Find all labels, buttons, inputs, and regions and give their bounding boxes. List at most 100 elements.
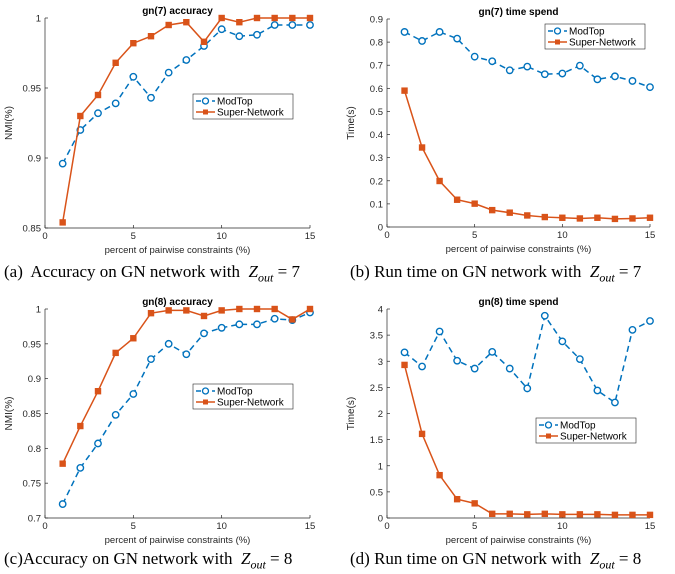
data-point-super-network — [611, 511, 619, 519]
caption-text: (b) Run time on GN network with — [350, 262, 590, 281]
x-tick-label: 0 — [42, 231, 47, 242]
data-point-super-network — [594, 511, 601, 518]
legend-label: Super-Network — [569, 38, 637, 49]
data-point-super-network — [130, 40, 137, 47]
data-point-super-network — [629, 511, 636, 519]
data-point-super-network — [401, 361, 408, 369]
data-point-super-network — [436, 177, 443, 185]
data-point-super-network — [629, 215, 636, 222]
data-point-modtop — [540, 311, 549, 320]
data-point-super-network — [218, 14, 225, 22]
data-point-modtop — [470, 52, 479, 61]
caption-var: Z — [240, 549, 251, 568]
data-point-super-network — [130, 335, 137, 342]
y-tick-label: 0 — [378, 223, 383, 234]
y-tick-label: 0.5 — [370, 487, 383, 498]
y-tick-label: 1 — [36, 14, 41, 25]
data-point-super-network — [646, 214, 654, 221]
legend-marker-modtop — [544, 421, 553, 429]
data-point-modtop — [306, 21, 314, 29]
data-point-super-network — [94, 388, 102, 395]
data-point-super-network — [165, 307, 172, 314]
data-point-super-network — [576, 511, 584, 518]
data-point-super-network — [253, 14, 261, 22]
caption-suffix: = 7 — [614, 262, 642, 281]
data-point-super-network — [289, 316, 296, 323]
data-point-super-network — [559, 214, 566, 221]
y-tick-label: 0.95 — [23, 84, 42, 95]
data-point-modtop — [253, 320, 261, 329]
data-point-modtop — [129, 390, 138, 398]
data-point-super-network — [453, 495, 461, 503]
data-point-modtop — [270, 21, 279, 29]
legend-label: ModTop — [569, 27, 605, 38]
y-tick-label: 0 — [378, 514, 383, 525]
data-point-super-network — [183, 307, 190, 314]
data-point-super-network — [576, 215, 584, 222]
chart-title: gn(7) accuracy — [142, 6, 213, 17]
data-point-super-network — [112, 59, 119, 66]
data-point-modtop — [164, 68, 173, 77]
data-point-modtop — [182, 350, 191, 359]
caption-text: (d) Run time on GN network with — [350, 549, 590, 568]
x-tick-label: 5 — [472, 521, 477, 532]
data-point-modtop — [76, 463, 85, 472]
y-tick-label: 1.5 — [370, 435, 383, 446]
chart-2: 0 5 10 15 0.7 0.75 0.8 0.85 0.9 0.95 1 gn(8) accura… — [4, 297, 315, 546]
data-point-modtop — [540, 70, 549, 79]
x-axis-label: percent of pairwise constraints (%) — [105, 245, 251, 256]
legend-marker-modtop — [201, 387, 210, 395]
data-point-modtop — [558, 69, 567, 78]
data-point-modtop — [611, 72, 619, 81]
data-point-super-network — [611, 215, 619, 223]
data-point-modtop — [488, 57, 497, 66]
y-tick-label: 0.8 — [370, 38, 383, 49]
caption-var: Z — [589, 262, 600, 281]
x-tick-label: 0 — [384, 521, 389, 532]
y-tick-label: 0.2 — [370, 176, 383, 187]
caption-text: (c)Accuracy on GN network with — [4, 549, 241, 568]
y-tick-label: 4 — [378, 305, 383, 316]
data-point-super-network — [200, 312, 208, 320]
caption-suffix: = 8 — [614, 549, 642, 568]
y-tick-label: 0.85 — [23, 224, 42, 235]
data-point-modtop — [523, 384, 532, 393]
caption-sub: out — [258, 270, 274, 285]
data-point-super-network — [271, 14, 278, 22]
data-point-modtop — [418, 37, 426, 45]
data-point-modtop — [435, 28, 444, 36]
y-tick-label: 0.6 — [370, 84, 383, 95]
data-point-modtop — [505, 364, 514, 373]
series-line-super-network — [403, 90, 651, 220]
caption-a: (a) Accuracy on GN network with Zout = 7 — [4, 262, 300, 285]
y-axis-label: Time(s) — [346, 397, 357, 431]
data-point-modtop — [58, 159, 67, 168]
x-tick-label: 5 — [131, 231, 136, 242]
data-point-super-network — [165, 21, 172, 29]
x-tick-label: 5 — [131, 521, 136, 532]
data-point-super-network — [306, 305, 314, 313]
data-point-modtop — [646, 83, 654, 92]
chart-title: gn(8) time spend — [478, 297, 558, 308]
data-point-super-network — [506, 510, 513, 518]
data-point-modtop — [505, 66, 514, 75]
data-point-modtop — [575, 61, 584, 70]
legend-marker-super-network — [546, 433, 551, 439]
y-tick-label: 0.4 — [370, 130, 383, 141]
y-axis-label: Time(s) — [346, 106, 357, 140]
data-point-modtop — [593, 386, 602, 395]
x-tick-label: 10 — [216, 521, 227, 532]
y-tick-label: 0.95 — [23, 339, 42, 350]
y-tick-label: 0.5 — [370, 107, 383, 118]
legend-box — [535, 417, 637, 444]
x-axis-label: percent of pairwise constraints (%) — [105, 535, 251, 546]
y-tick-label: 1 — [36, 305, 41, 316]
legend-marker-super-network — [555, 39, 560, 45]
data-point-modtop — [111, 99, 120, 108]
data-point-super-network — [506, 209, 513, 216]
series-line-super-network — [61, 17, 310, 223]
